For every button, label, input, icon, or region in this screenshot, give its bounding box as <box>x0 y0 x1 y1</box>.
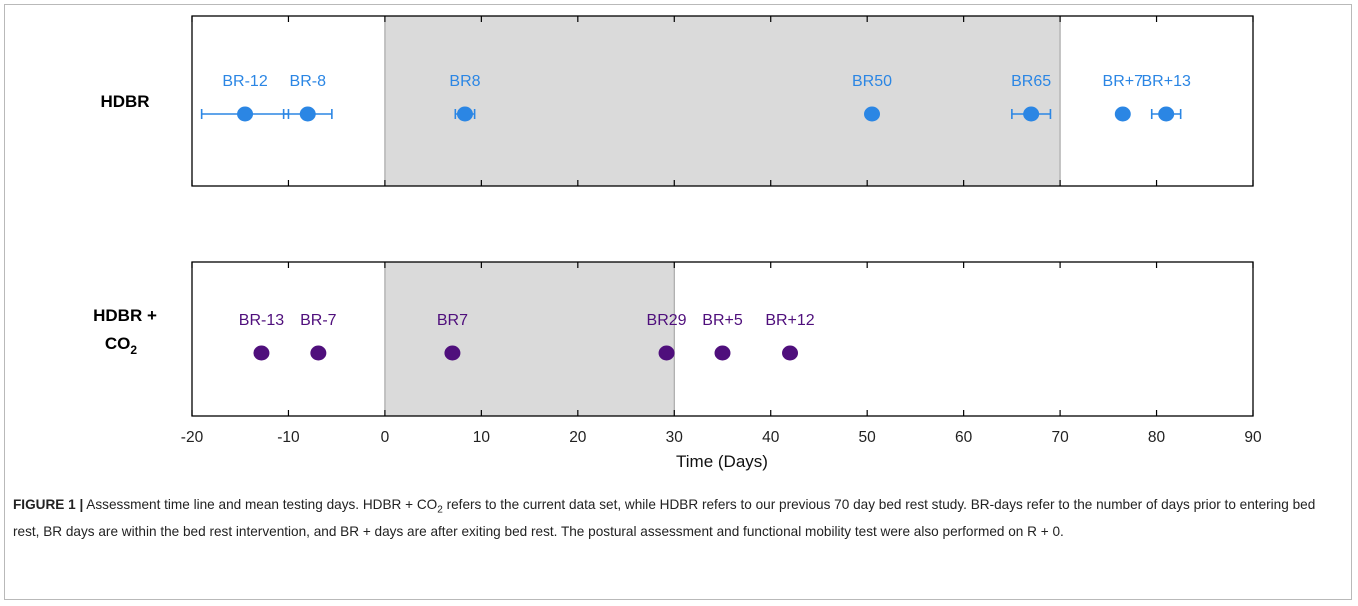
data-point <box>1114 106 1131 122</box>
caption-subscript: 2 <box>437 504 443 516</box>
group-label: HDBR <box>100 92 149 111</box>
point-label: BR7 <box>437 312 468 329</box>
data-point <box>253 345 270 361</box>
point-label: BR-12 <box>222 73 267 90</box>
x-tick-label: -10 <box>277 429 300 446</box>
x-tick-label: 50 <box>859 429 877 446</box>
data-point <box>714 345 731 361</box>
bed-rest-region <box>384 15 1061 187</box>
caption-text-1: Assessment time line and mean testing da… <box>83 497 438 512</box>
point-label: BR+13 <box>1142 73 1191 90</box>
data-point <box>310 345 327 361</box>
axes-box <box>191 261 1254 417</box>
data-point <box>782 345 799 361</box>
axes-box <box>191 15 1254 187</box>
point-label: BR+5 <box>702 312 743 329</box>
point-label: BR65 <box>1011 73 1051 90</box>
data-point <box>658 345 675 361</box>
x-tick-label: 80 <box>1148 429 1166 446</box>
point-label: BR8 <box>449 73 480 90</box>
x-tick-label: 30 <box>666 429 684 446</box>
data-point <box>1023 106 1040 122</box>
point-label: BR+12 <box>765 312 814 329</box>
panel-0: HDBR BR-12 BR-8 BR8 BR50 BR65 BR+7BR+13 <box>100 15 1254 187</box>
caption-text-2: refers to the current data set, while HD… <box>13 497 1316 539</box>
figure-caption: FIGURE 1 | Assessment time line and mean… <box>13 494 1338 542</box>
x-tick-label: 10 <box>473 429 491 446</box>
data-point <box>299 106 316 122</box>
x-tick-label: 20 <box>569 429 587 446</box>
caption-label: FIGURE 1 | <box>13 497 84 512</box>
bed-rest-region <box>384 261 675 417</box>
point-label: BR-8 <box>290 73 327 90</box>
x-tick-label: 90 <box>1244 429 1262 446</box>
point-label: BR-7 <box>300 312 337 329</box>
x-tick-label: 0 <box>381 429 390 446</box>
x-tick-label: 70 <box>1051 429 1069 446</box>
data-point <box>444 345 461 361</box>
figure-frame <box>4 4 1352 600</box>
point-label: BR-13 <box>239 312 284 329</box>
data-point <box>237 106 254 122</box>
x-tick-label: -20 <box>181 429 204 446</box>
point-label: BR50 <box>852 73 892 90</box>
point-label: BR29 <box>647 312 687 329</box>
timeline-chart: HDBR BR-12 BR-8 BR8 BR50 BR65 BR+7BR+13 HDBR + C… <box>93 15 1262 471</box>
x-axis-label: Time (Days) <box>676 452 768 471</box>
x-tick-label: 60 <box>955 429 973 446</box>
data-point <box>456 106 473 122</box>
point-label: BR+7 <box>1103 73 1144 90</box>
data-point <box>1158 106 1175 122</box>
panel-1: HDBR + CO2 BR-13 BR-7 BR7 BR29 BR+5 BR+12 <box>93 261 1254 417</box>
data-point <box>864 106 881 122</box>
x-tick-label: 40 <box>762 429 780 446</box>
group-label: HDBR + CO2 <box>93 306 157 357</box>
